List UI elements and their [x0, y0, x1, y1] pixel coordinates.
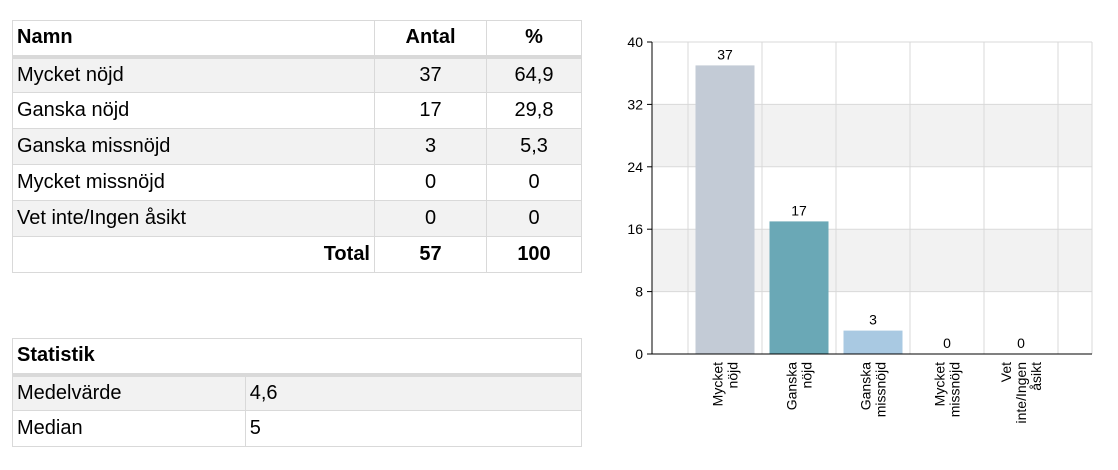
bar [695, 65, 755, 355]
statistics-value: 4,6 [244, 374, 583, 411]
table-row: Ganska nöjd 17 29,8 [12, 92, 582, 129]
results-table: Namn Antal % Mycket nöjd 37 64,9 Ganska … [12, 20, 582, 273]
y-tick-label: 24 [627, 159, 643, 175]
bar [769, 221, 829, 354]
table-row: Mycket nöjd 37 64,9 [12, 56, 582, 93]
row-count: 0 [374, 200, 487, 237]
row-count: 17 [374, 92, 487, 129]
total-percent: 100 [486, 236, 582, 273]
data-label: 17 [791, 202, 807, 218]
row-count: 0 [374, 164, 487, 201]
x-tick-label: Ganskamissnöjd [858, 362, 889, 417]
row-percent: 29,8 [486, 92, 582, 129]
header-percent: % [486, 20, 582, 59]
x-tick-label: Vetinte/Ingenåsikt [998, 362, 1044, 424]
data-label: 0 [943, 335, 951, 351]
row-percent: 64,9 [486, 56, 582, 93]
statistics-row: Median 5 [12, 410, 583, 447]
table-total-row: Total 57 100 [12, 236, 582, 273]
y-tick-label: 16 [627, 221, 643, 237]
x-tick-label: Mycketmissnöjd [932, 362, 963, 417]
y-tick-label: 32 [627, 96, 643, 112]
row-label: Vet inte/Ingen åsikt [12, 200, 375, 237]
table-row: Vet inte/Ingen åsikt 0 0 [12, 200, 582, 237]
x-tick-label: Mycketnöjd [710, 362, 741, 406]
row-percent: 0 [486, 200, 582, 237]
statistics-row: Medelvärde 4,6 [12, 374, 583, 411]
row-label: Mycket nöjd [12, 56, 375, 93]
statistics-label: Medelvärde [12, 374, 246, 411]
row-count: 3 [374, 128, 487, 165]
bar-chart: 0 8 16 24 32 40 37 Mycketnöjd 17 Ganskanöjd 3 Gansk… [627, 34, 1093, 424]
statistics-header-row: Statistik [12, 338, 582, 377]
row-count: 37 [374, 56, 487, 93]
y-tick-label: 0 [635, 346, 643, 362]
data-label: 0 [1017, 335, 1025, 351]
header-name: Namn [12, 20, 375, 59]
header-count: Antal [374, 20, 487, 59]
y-tick-label: 40 [627, 34, 643, 50]
statistics-value: 5 [244, 410, 583, 447]
table-row: Ganska missnöjd 3 5,3 [12, 128, 582, 165]
data-label: 3 [869, 312, 877, 328]
row-label: Ganska missnöjd [12, 128, 375, 165]
row-label: Ganska nöjd [12, 92, 375, 129]
row-percent: 0 [486, 164, 582, 201]
row-percent: 5,3 [486, 128, 582, 165]
table-row: Mycket missnöjd 0 0 [12, 164, 582, 201]
x-tick-label: Ganskanöjd [784, 362, 815, 410]
total-label: Total [12, 236, 375, 273]
row-label: Mycket missnöjd [12, 164, 375, 201]
data-label: 37 [717, 46, 733, 62]
statistics-title: Statistik [12, 338, 582, 377]
bar [843, 330, 903, 354]
table-header-row: Namn Antal % [12, 20, 582, 59]
total-count: 57 [374, 236, 487, 273]
statistics-table: Statistik Medelvärde 4,6 Median 5 [12, 338, 583, 447]
y-tick-label: 8 [635, 284, 643, 300]
statistics-label: Median [12, 410, 246, 447]
